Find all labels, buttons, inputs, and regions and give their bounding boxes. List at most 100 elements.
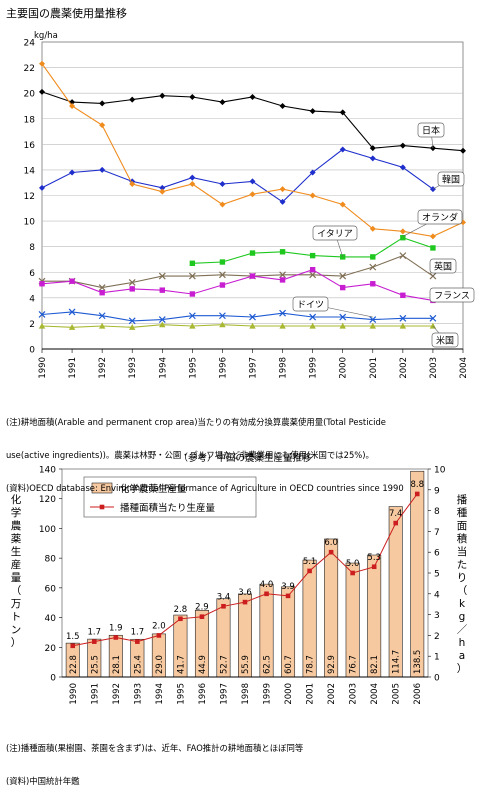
line-value-label: 1.5: [66, 632, 80, 642]
data-point: [189, 291, 196, 297]
x-tick-label: 2005: [392, 683, 402, 705]
bar-value-label: 82.1: [370, 655, 380, 674]
data-point: [128, 279, 136, 286]
x-tick-label: 2001: [306, 683, 316, 705]
x-tick-label: 1998: [241, 683, 251, 705]
y-tick-label: 8: [29, 243, 35, 253]
x-tick-label: 1992: [112, 683, 122, 705]
series-line-韓国: [41, 148, 434, 203]
x-tick-label: 1998: [279, 357, 289, 379]
data-point: [350, 570, 355, 576]
y-left-axis-title-char: 農: [11, 519, 22, 532]
x-tick-label: 1997: [249, 357, 259, 379]
bar-value-label: 25.5: [90, 655, 100, 674]
data-point: [309, 271, 317, 279]
data-point: [400, 292, 406, 298]
data-point: [249, 191, 256, 198]
data-point: [264, 591, 269, 597]
callout-box: [417, 122, 445, 138]
data-point: [399, 314, 407, 322]
series-line-オランダ: [41, 63, 464, 237]
chart-2-title: （参考）中国の農薬生産量推移: [178, 452, 312, 464]
data-point: [309, 252, 316, 259]
data-point: [309, 169, 316, 176]
y-tick-label: 10: [24, 218, 36, 228]
line-value-label: 2.0: [152, 621, 166, 631]
data-point: [98, 312, 106, 320]
y-right-tick-label: 4: [434, 590, 440, 600]
data-point: [393, 520, 399, 526]
x-tick-label: 2002: [327, 683, 337, 705]
note-2-line-1: (注)播種面積(果樹園、茶園を含まず)は、近年、FAO推計の耕地面積とほぼ同等: [6, 743, 304, 753]
note-1-line-3: (資料)OECD database: Environmental Perform…: [6, 483, 404, 493]
data-point: [460, 147, 466, 154]
data-point: [430, 245, 436, 251]
line-value-label: 3.6: [238, 588, 252, 598]
y-left-axis-title-char: 量: [11, 572, 22, 584]
data-point: [249, 322, 256, 329]
y-left-tick-label: 140: [39, 466, 56, 476]
legend: [83, 476, 257, 518]
data-point: [369, 155, 376, 162]
data-point: [219, 201, 226, 208]
data-point: [219, 259, 226, 265]
data-point: [219, 282, 226, 288]
bar-value-label: 44.9: [198, 655, 208, 674]
data-point: [219, 271, 226, 279]
y-tick-label: 4: [29, 294, 35, 304]
callout-box: [292, 296, 329, 312]
x-tick-label: 2002: [399, 357, 409, 379]
y-left-axis-title-char: ト: [11, 611, 22, 623]
y-tick-label: 12: [24, 192, 35, 202]
x-tick-label: 1990: [38, 357, 48, 379]
y-right-tick-label: 7: [434, 528, 440, 538]
data-point: [189, 322, 196, 329]
data-point: [189, 180, 196, 187]
data-point: [414, 491, 420, 497]
y-right-axis-title-char: 播: [457, 493, 468, 506]
data-point: [178, 616, 183, 622]
data-point: [129, 286, 135, 292]
data-point: [159, 184, 166, 191]
data-point: [369, 225, 376, 232]
data-point: [99, 100, 106, 107]
line-value-label: 1.7: [88, 628, 102, 638]
data-point: [159, 188, 166, 195]
data-point: [98, 284, 106, 292]
data-point: [159, 92, 166, 99]
y-right-tick-label: 8: [434, 507, 440, 517]
y-tick-label: 20: [24, 90, 36, 100]
y-left-tick-label: 40: [45, 614, 57, 624]
y-right-axis-title-char: （: [457, 585, 468, 597]
x-tick-label: 2000: [284, 683, 294, 705]
y-left-tick-label: 20: [45, 644, 57, 654]
y-left-tick-label: 100: [39, 525, 56, 535]
data-point: [279, 271, 286, 279]
y-right-axis-title-char: 当: [457, 545, 468, 558]
data-point: [429, 233, 436, 240]
line-value-label: 5.1: [303, 557, 317, 567]
y-right-axis-title-char: 面: [457, 520, 468, 532]
y-right-axis-title-char: g: [459, 611, 466, 623]
data-point: [159, 287, 165, 293]
data-point: [339, 109, 346, 116]
y-left-axis-title-char: ン: [11, 624, 22, 636]
y-left-tick-label: 120: [39, 495, 56, 505]
data-point: [68, 324, 76, 330]
data-point: [39, 88, 45, 95]
data-point: [339, 322, 346, 329]
data-point: [340, 284, 346, 291]
x-tick-label: 1996: [198, 683, 208, 705]
y-tick-label: 18: [24, 115, 36, 125]
callout-box: [417, 209, 463, 225]
data-point: [279, 277, 286, 283]
series-line-ドイツ: [41, 311, 433, 322]
data-point: [279, 102, 286, 109]
data-point: [156, 633, 162, 638]
data-point: [188, 272, 196, 280]
y-right-axis-title-char: 種: [457, 506, 468, 519]
x-tick-label: 2006: [413, 683, 423, 705]
x-tick-label: 1991: [68, 357, 78, 379]
data-point: [309, 192, 316, 199]
data-point: [38, 322, 46, 329]
